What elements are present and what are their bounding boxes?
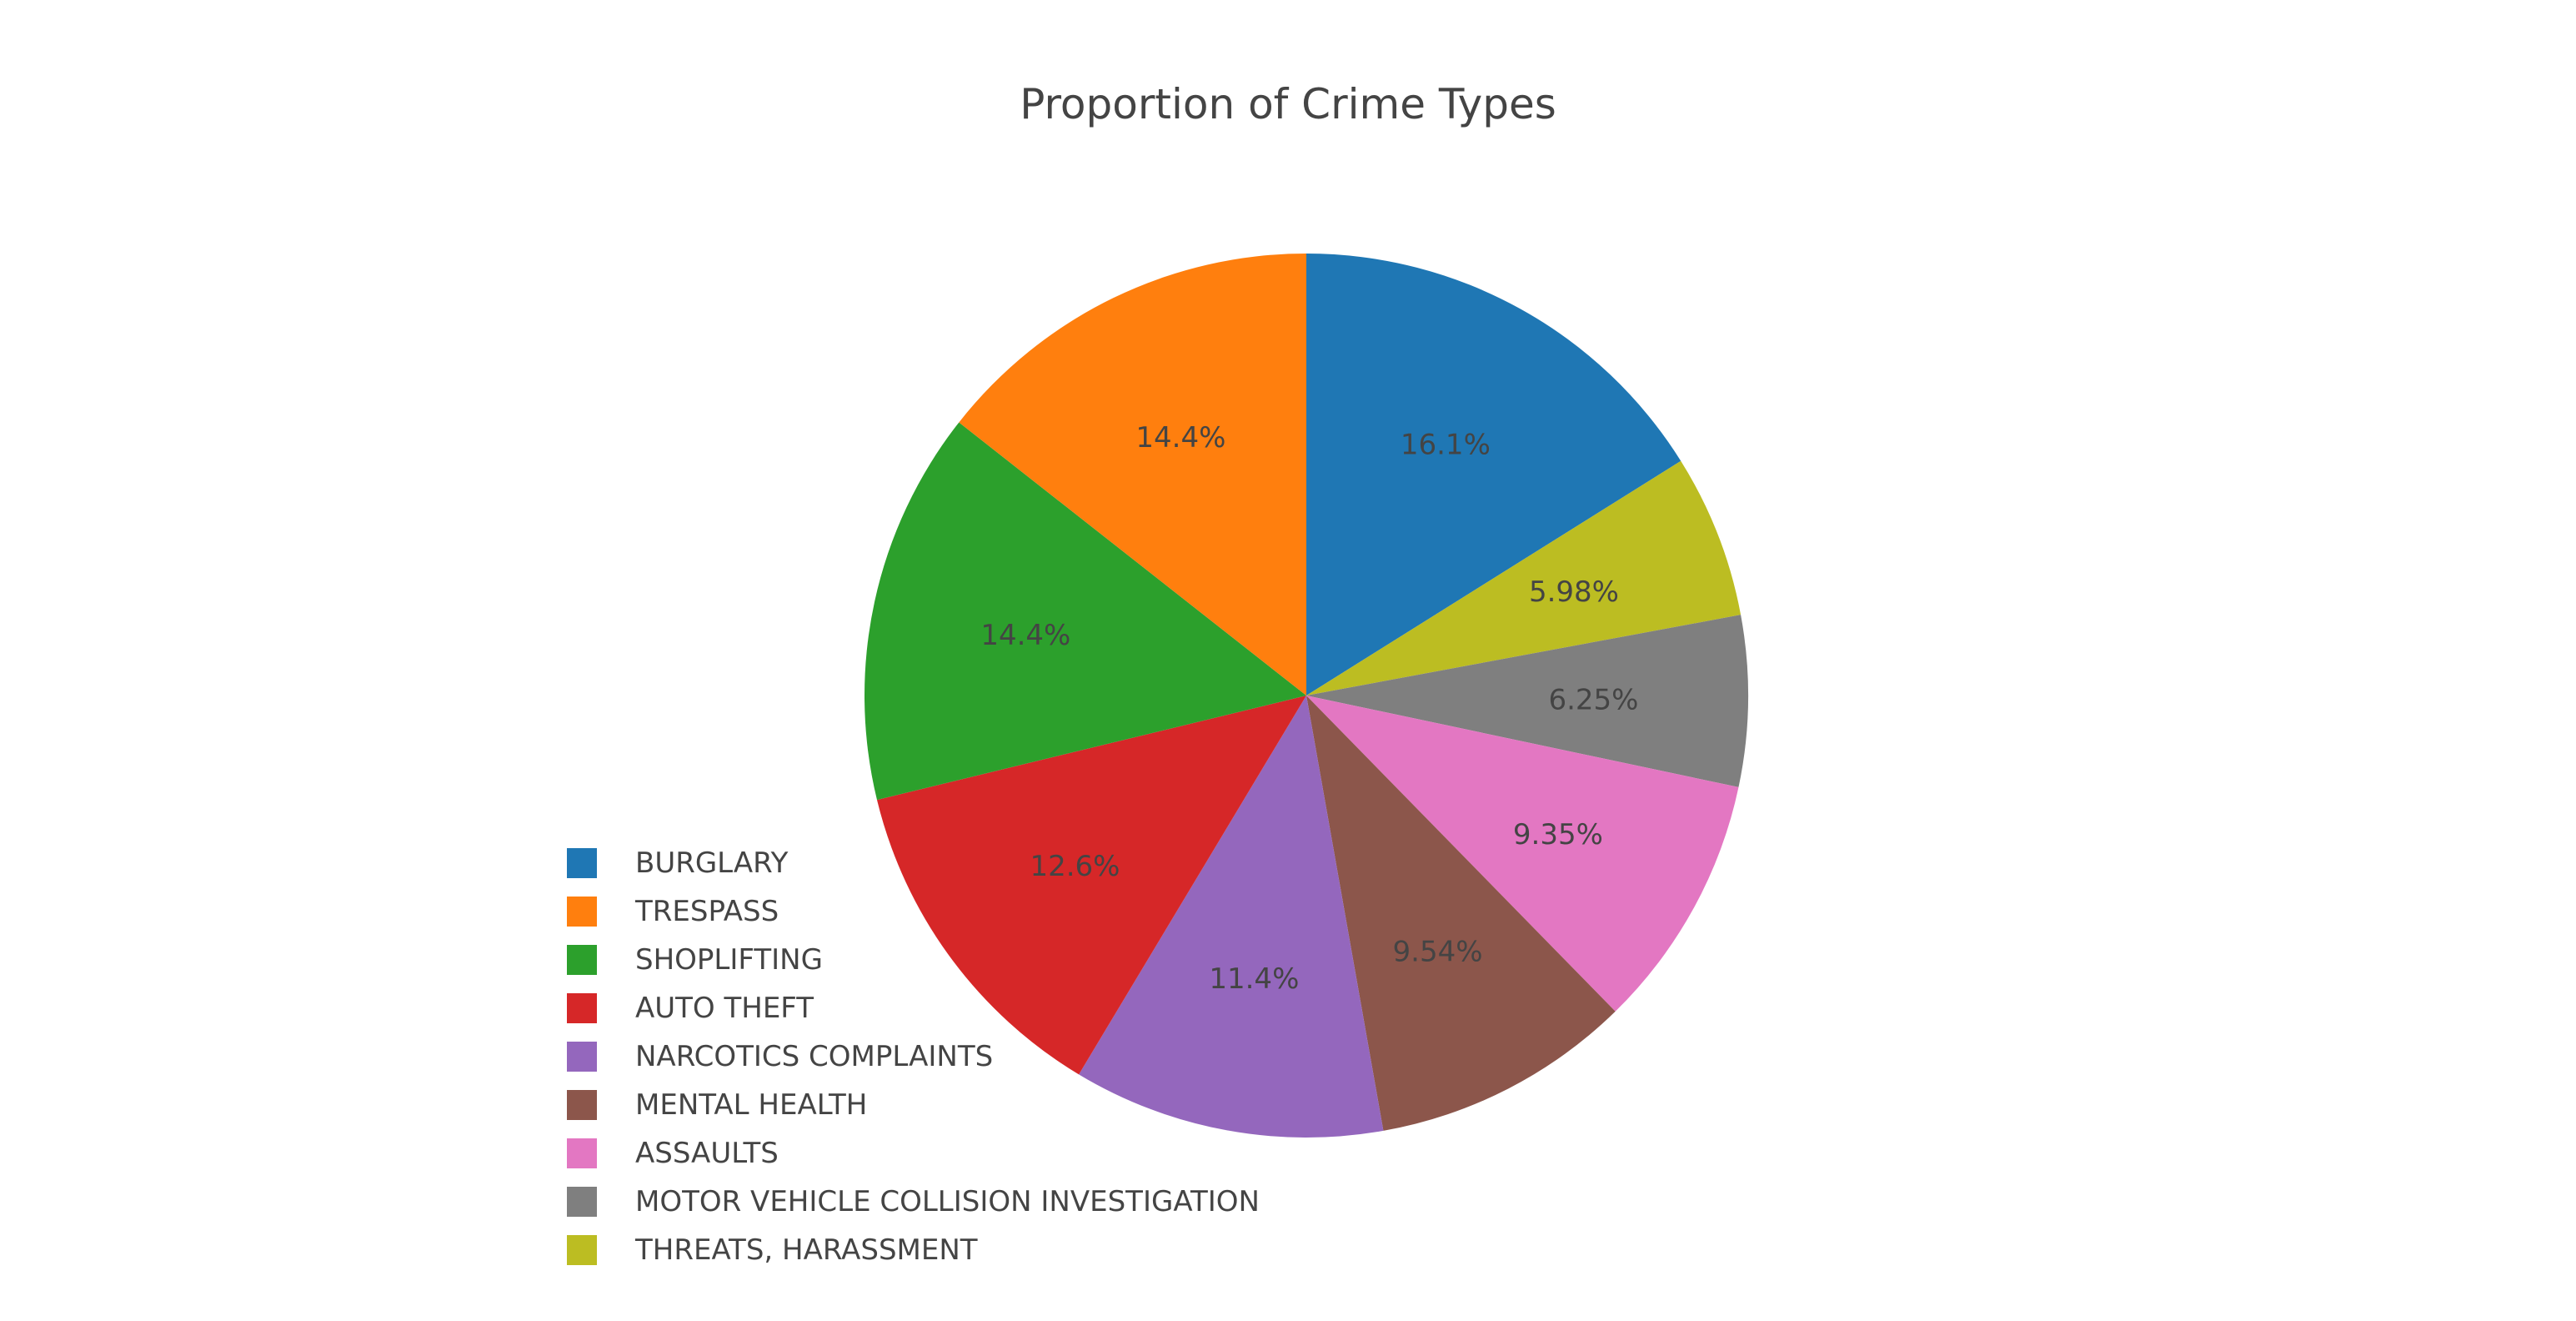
legend-item[interactable]: AUTO THEFT: [567, 984, 1260, 1032]
legend-item[interactable]: MOTOR VEHICLE COLLISION INVESTIGATION: [567, 1178, 1260, 1226]
legend-label: MOTOR VEHICLE COLLISION INVESTIGATION: [635, 1185, 1260, 1218]
legend-label: NARCOTICS COMPLAINTS: [635, 1040, 994, 1073]
legend-swatch: [567, 848, 597, 878]
pie-slice-narcotics-complaints[interactable]: [1079, 696, 1384, 1138]
pie-slice-motor-vehicle-collision-investigation[interactable]: [1306, 615, 1749, 787]
slice-percent-label: 6.25%: [1548, 683, 1638, 716]
pie-slice-assaults[interactable]: [1306, 696, 1739, 1012]
legend-label: MENTAL HEALTH: [635, 1088, 868, 1122]
pie-slice-auto-theft[interactable]: [876, 696, 1306, 1075]
pie-slice-mental-health[interactable]: [1306, 696, 1616, 1131]
legend-item[interactable]: TRESPASS: [567, 887, 1260, 936]
legend-swatch: [567, 993, 597, 1023]
legend-swatch: [567, 1187, 597, 1217]
slice-percent-label: 9.35%: [1513, 818, 1603, 851]
legend-swatch: [567, 945, 597, 975]
legend-item[interactable]: SHOPLIFTING: [567, 936, 1260, 984]
legend-swatch: [567, 1042, 597, 1072]
legend-swatch: [567, 897, 597, 927]
slice-percent-label: 14.4%: [980, 619, 1070, 652]
legend-label: BURGLARY: [635, 846, 789, 880]
slice-percent-label: 11.4%: [1209, 962, 1299, 996]
legend-item[interactable]: ASSAULTS: [567, 1129, 1260, 1178]
legend-label: SHOPLIFTING: [635, 943, 823, 977]
legend-item[interactable]: BURGLARY: [567, 839, 1260, 887]
legend-item[interactable]: NARCOTICS COMPLAINTS: [567, 1032, 1260, 1081]
legend-item[interactable]: THREATS, HARASSMENT: [567, 1226, 1260, 1274]
legend-swatch: [567, 1090, 597, 1120]
legend: BURGLARY TRESPASS SHOPLIFTING AUTO THEFT NAR…: [567, 839, 1260, 1274]
slice-percent-label: 5.98%: [1529, 575, 1619, 609]
legend-swatch: [567, 1235, 597, 1265]
legend-label: AUTO THEFT: [635, 992, 814, 1025]
legend-item[interactable]: MENTAL HEALTH: [567, 1081, 1260, 1129]
slice-percent-label: 16.1%: [1401, 429, 1491, 462]
slice-percent-label: 12.6%: [1030, 850, 1120, 883]
chart-title: Proportion of Crime Types: [1020, 80, 1556, 128]
pie-slice-trespass[interactable]: [959, 254, 1306, 696]
slice-percent-label: 14.4%: [1135, 421, 1225, 455]
pie-slice-threats-harassment[interactable]: [1306, 460, 1742, 696]
legend-label: TRESPASS: [635, 895, 779, 928]
legend-label: THREATS, HARASSMENT: [635, 1233, 978, 1267]
legend-label: ASSAULTS: [635, 1137, 779, 1170]
pie-slice-burglary[interactable]: [1306, 254, 1681, 696]
pie-slice-shoplifting[interactable]: [865, 422, 1306, 801]
slice-percent-label: 9.54%: [1393, 935, 1483, 968]
legend-swatch: [567, 1138, 597, 1168]
